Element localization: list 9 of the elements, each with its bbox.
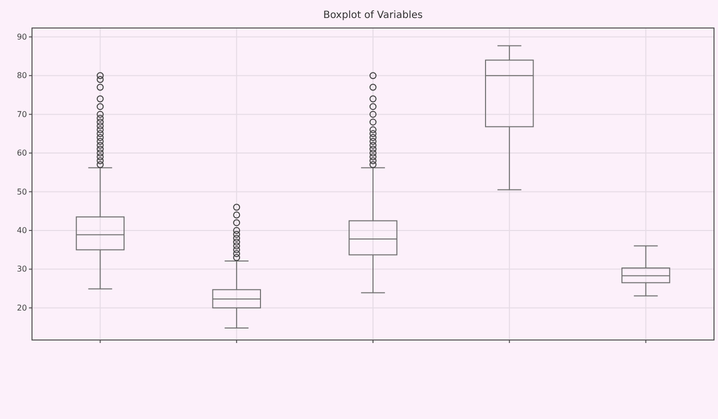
y-tick-label: 80 bbox=[16, 71, 27, 80]
chart-title: Boxplot of Variables bbox=[323, 10, 423, 21]
y-tick-label: 40 bbox=[16, 226, 27, 236]
y-tick-label: 30 bbox=[16, 264, 27, 274]
y-tick-label: 50 bbox=[16, 187, 27, 196]
y-tick-label: 20 bbox=[16, 303, 27, 312]
y-tick-label: 60 bbox=[16, 148, 27, 158]
y-tick-label: 90 bbox=[16, 32, 27, 42]
y-tick-label: 70 bbox=[16, 110, 27, 119]
